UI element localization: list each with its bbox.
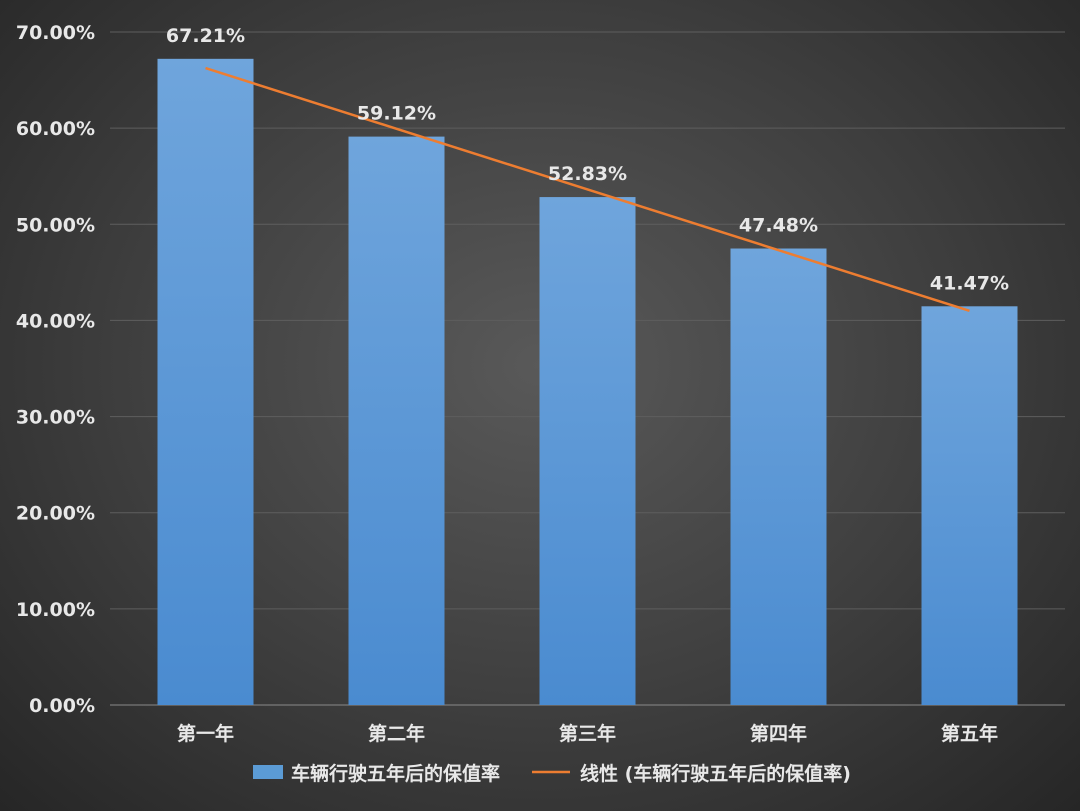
x-tick-label: 第一年 [177,722,234,745]
bar [157,58,254,706]
y-tick-label: 50.00% [16,214,95,236]
data-label: 67.21% [166,25,245,47]
x-tick-label: 第四年 [750,722,807,745]
bar [348,136,445,706]
bar [730,248,827,705]
data-label: 41.47% [930,272,1009,294]
x-tick-label: 第五年 [941,722,998,745]
trendline [205,66,970,313]
y-tick-label: 10.00% [16,599,95,621]
legend-swatch-bars [253,765,283,779]
legend: 车辆行驶五年后的保值率 线性 (车辆行驶五年后的保值率) [253,762,851,785]
data-label: 52.83% [548,163,627,185]
bar [539,197,636,706]
x-tick-label: 第三年 [559,722,616,745]
y-tick-label: 0.00% [29,695,95,717]
x-tick-label: 第二年 [368,722,425,745]
data-label: 59.12% [357,103,436,125]
legend-label-trendline: 线性 (车辆行驶五年后的保值率) [580,762,851,785]
y-tick-label: 40.00% [16,310,95,332]
y-tick-label: 20.00% [16,503,95,525]
data-label: 47.48% [739,215,818,237]
legend-label-bars: 车辆行驶五年后的保值率 [291,762,500,785]
y-tick-label: 30.00% [16,407,95,429]
bar [921,306,1018,705]
y-tick-label: 70.00% [16,22,95,44]
y-tick-label: 60.00% [16,118,95,140]
